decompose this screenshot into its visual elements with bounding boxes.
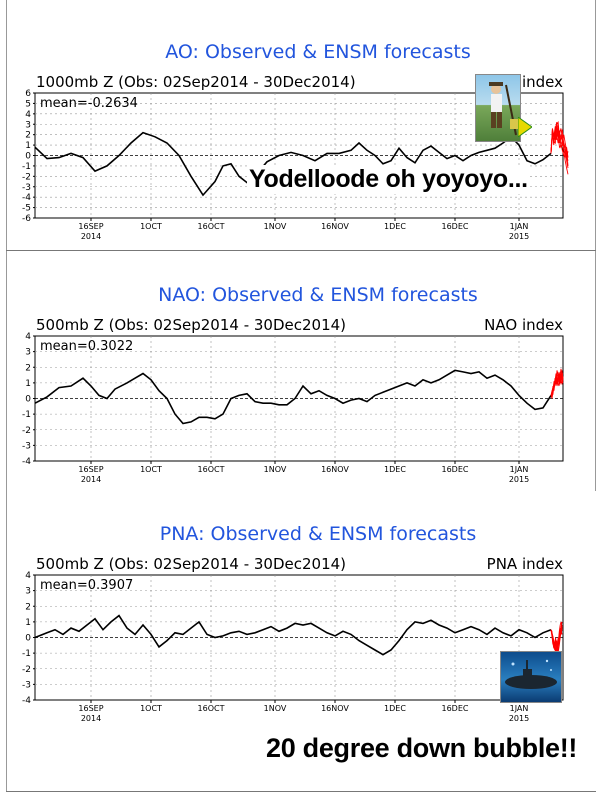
- nao-ytick-label: -4: [22, 457, 31, 467]
- ao-ytick-label: -5: [22, 204, 31, 214]
- pna-xtick-label: 16SEP: [78, 704, 103, 713]
- ao-xtick-label: 16OCT: [198, 222, 225, 231]
- nao-xtick-label: 1OCT: [140, 465, 162, 474]
- ao-ytick-label: 1: [25, 141, 31, 151]
- pna-chart-title: PNA: Observed & ENSM forecasts: [160, 523, 477, 545]
- nao-forecast-member: [550, 373, 564, 396]
- nao-ytick-label: 3: [25, 348, 31, 358]
- pna-caption: 20 degree down bubble!!: [266, 733, 578, 763]
- ao-xyear-left: 2014: [81, 232, 101, 241]
- ao-ytick-label: 0: [25, 152, 31, 162]
- ao-mean-label: mean=-0.2634: [40, 96, 138, 111]
- nao-ytick-label: 2: [25, 363, 31, 373]
- nao-xtick-label: 16NOV: [321, 465, 349, 474]
- ao-observed-series: [34, 131, 552, 197]
- pna-forecast-member: [550, 629, 563, 652]
- ao-forecast-member: [550, 126, 569, 169]
- ao-xtick-label: 16DEC: [442, 222, 469, 231]
- pna-xtick-label: 1DEC: [384, 704, 406, 713]
- panel-frame-pna: [6, 491, 7, 791]
- nao-mean-label: mean=0.3022: [40, 339, 133, 354]
- nao-xtick-label: 1NOV: [264, 465, 287, 474]
- pna-xtick-label: 16OCT: [198, 704, 225, 713]
- nao-chart-title: NAO: Observed & ENSM forecasts: [158, 284, 478, 306]
- nao-xyear-left: 2014: [81, 475, 101, 484]
- ao-forecast-member: [550, 130, 569, 160]
- pna-ytick-label: 1: [25, 618, 31, 628]
- ao-chart-subtitle: 1000mb Z (Obs: 02Sep2014 - 30Dec2014): [36, 73, 356, 91]
- pna-ytick-label: 2: [25, 602, 31, 612]
- ao-ytick-label: -1: [22, 162, 31, 172]
- nao-xyear-right: 2015: [509, 475, 529, 484]
- ao-xtick-label: 1NOV: [264, 222, 287, 231]
- ao-xtick-label: 1DEC: [384, 222, 406, 231]
- nao-ytick-label: -3: [22, 441, 31, 451]
- nao-xtick-label: 16OCT: [198, 465, 225, 474]
- ao-ytick-label: 3: [25, 120, 31, 130]
- pna-ytick-label: 0: [25, 634, 31, 644]
- nao-ytick-label: 0: [25, 395, 31, 405]
- ao-ytick-label: 4: [25, 110, 31, 120]
- ao-xtick-label: 1JAN: [510, 222, 529, 231]
- ao-ytick-label: 2: [25, 131, 31, 141]
- ao-ytick-label: -6: [22, 214, 31, 224]
- ao-caption: Yodelloode oh yoyoyo...: [247, 165, 530, 194]
- pna-ytick-label: 4: [25, 571, 31, 581]
- pna-ytick-label: -3: [22, 680, 31, 690]
- ao-xtick-label: 1OCT: [140, 222, 162, 231]
- pna-xtick-label: 1NOV: [264, 704, 287, 713]
- yodeler-picture: [475, 74, 521, 142]
- pna-xtick-label: 16DEC: [442, 704, 469, 713]
- pna-ytick-label: 3: [25, 587, 31, 597]
- ao-chart-title: AO: Observed & ENSM forecasts: [165, 41, 470, 63]
- ao-ytick-label: 5: [25, 99, 31, 109]
- nao-ytick-label: -2: [22, 426, 31, 436]
- nao-ytick-label: 4: [25, 332, 31, 342]
- pna-ytick-label: -1: [22, 649, 31, 659]
- pna-xtick-label: 1OCT: [140, 704, 162, 713]
- panel-frame-divider-1: [6, 250, 596, 251]
- nao-forecast-member: [550, 368, 564, 399]
- panel-frame-bottom: [6, 791, 596, 792]
- ao-xtick-label: 16SEP: [78, 222, 103, 231]
- nao-ytick-label: 1: [25, 379, 31, 389]
- ao-forecast-member: [550, 126, 569, 159]
- ao-xtick-label: 16NOV: [321, 222, 349, 231]
- nao-ytick-label: -1: [22, 410, 31, 420]
- pna-index-label: PNA index: [487, 555, 563, 573]
- nao-plot-frame: [34, 335, 564, 462]
- pna-xyear-left: 2014: [81, 714, 101, 723]
- pna-ytick-label: -2: [22, 665, 31, 675]
- pna-xtick-label: 16NOV: [321, 704, 349, 713]
- nao-forecast-member: [550, 371, 564, 396]
- pna-observed-series: [34, 614, 552, 656]
- ao-forecast-member: [550, 122, 569, 175]
- pna-plot-frame: [34, 574, 564, 701]
- nao-xtick-label: 1DEC: [384, 465, 406, 474]
- pennant-icon: [518, 117, 532, 137]
- nao-xtick-label: 16DEC: [442, 465, 469, 474]
- pna-xtick-label: 1JAN: [510, 704, 529, 713]
- pna-ytick-label: -4: [22, 696, 31, 706]
- pna-mean-label: mean=0.3907: [40, 578, 133, 593]
- nao-index-label: NAO index: [484, 316, 563, 334]
- ao-ytick-label: -3: [22, 183, 31, 193]
- submarine-picture: [500, 651, 562, 703]
- nao-xtick-label: 1JAN: [510, 465, 529, 474]
- ao-ytick-label: -4: [22, 193, 31, 203]
- ao-ytick-label: -2: [22, 172, 31, 182]
- panel-frame-ao: [6, 0, 596, 250]
- nao-xtick-label: 16SEP: [78, 465, 103, 474]
- ao-xyear-right: 2015: [509, 232, 529, 241]
- ao-ytick-label: 6: [25, 89, 31, 99]
- pna-chart-subtitle: 500mb Z (Obs: 02Sep2014 - 30Dec2014): [36, 555, 346, 573]
- panel-frame-nao: [6, 251, 596, 491]
- ao-index-label: index: [522, 73, 563, 91]
- pna-xyear-right: 2015: [509, 714, 529, 723]
- nao-observed-series: [34, 369, 552, 425]
- nao-chart-subtitle: 500mb Z (Obs: 02Sep2014 - 30Dec2014): [36, 316, 346, 334]
